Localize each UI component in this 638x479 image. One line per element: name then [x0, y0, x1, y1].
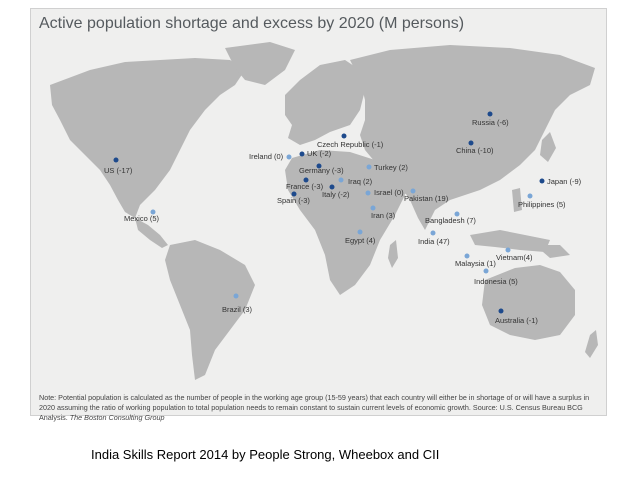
brazil-dot	[233, 293, 239, 299]
china-dot	[468, 140, 474, 146]
vietnam-dot	[505, 247, 511, 253]
bangladesh-dot	[454, 211, 460, 217]
note-text: Note: Potential population is calculated…	[39, 393, 590, 422]
uk-label: UK (-2)	[307, 149, 332, 158]
australia-label: Australia (-1)	[495, 316, 538, 325]
us-dot	[113, 157, 119, 163]
italy-dot	[329, 184, 335, 190]
mexico-dot	[150, 209, 156, 215]
philippines-label: Philippines (5)	[518, 200, 566, 209]
new-zealand-land	[585, 330, 598, 358]
arabia-land	[370, 160, 415, 200]
japan-land	[540, 132, 556, 162]
note-source: The Boston Consulting Group	[69, 413, 165, 422]
us-label: US (-17)	[104, 166, 133, 175]
egypt-dot	[357, 229, 363, 235]
new-guinea-land	[535, 245, 570, 258]
north-america-land	[50, 58, 245, 218]
map-title: Active population shortage and excess by…	[39, 15, 465, 32]
pakistan-label: Pakistan (19)	[404, 194, 449, 203]
ireland-label: Ireland (0)	[249, 152, 284, 161]
israel-label: Israel (0)	[374, 188, 404, 197]
france-dot	[303, 177, 309, 183]
czech-label: Czech Republic (-1)	[317, 140, 384, 149]
malaysia-label: Malaysia (1)	[455, 259, 496, 268]
uk-dot	[299, 151, 305, 157]
china-label: China (-10)	[456, 146, 494, 155]
map-note: Note: Potential population is calculated…	[39, 393, 599, 423]
iran-dot	[370, 205, 376, 211]
czech-dot	[341, 133, 347, 139]
land-shapes	[50, 42, 598, 380]
indonesia-dot	[483, 268, 489, 274]
india-dot	[430, 230, 436, 236]
india-label: India (47)	[418, 237, 450, 246]
russia-dot	[487, 111, 493, 117]
philippines-dot	[527, 193, 533, 199]
egypt-label: Egypt (4)	[345, 236, 376, 245]
southeast-asia-islands-land	[470, 230, 550, 252]
iraq-dot	[338, 177, 344, 183]
vietnam-label: Vietnam(4)	[496, 253, 533, 262]
south-america-land	[165, 240, 255, 380]
bangladesh-label: Bangladesh (7)	[425, 216, 476, 225]
malaysia-dot	[464, 253, 470, 259]
italy-label: Italy (-2)	[322, 190, 350, 199]
russia-label: Russia (-6)	[472, 118, 509, 127]
ireland-dot	[286, 154, 292, 160]
greenland-land	[225, 42, 295, 85]
turkey-dot	[366, 164, 372, 170]
spain-label: Spain (-3)	[277, 196, 310, 205]
australia-dot	[498, 308, 504, 314]
africa-land	[285, 150, 405, 295]
turkey-label: Turkey (2)	[374, 163, 408, 172]
mexico-label: Mexico (5)	[124, 214, 160, 223]
british-isles-land	[286, 95, 300, 115]
germany-dot	[316, 163, 322, 169]
iran-label: Iran (3)	[371, 211, 396, 220]
pakistan-dot	[410, 188, 416, 194]
report-caption: India Skills Report 2014 by People Stron…	[91, 447, 440, 462]
europe-land	[285, 60, 365, 145]
japan-label: Japan (-9)	[547, 177, 582, 186]
world-map	[30, 40, 607, 390]
iraq-label: Iraq (2)	[348, 177, 373, 186]
germany-label: Germany (-3)	[299, 166, 344, 175]
spain-dot	[291, 191, 297, 197]
brazil-label: Brazil (3)	[222, 305, 253, 314]
madagascar-land	[388, 240, 398, 268]
indonesia-label: Indonesia (5)	[474, 277, 518, 286]
australia-land	[482, 265, 575, 340]
central-america-land	[135, 218, 168, 248]
israel-dot	[365, 190, 371, 196]
japan-dot	[539, 178, 545, 184]
philippines-land	[512, 188, 522, 212]
france-label: France (-3)	[286, 182, 324, 191]
